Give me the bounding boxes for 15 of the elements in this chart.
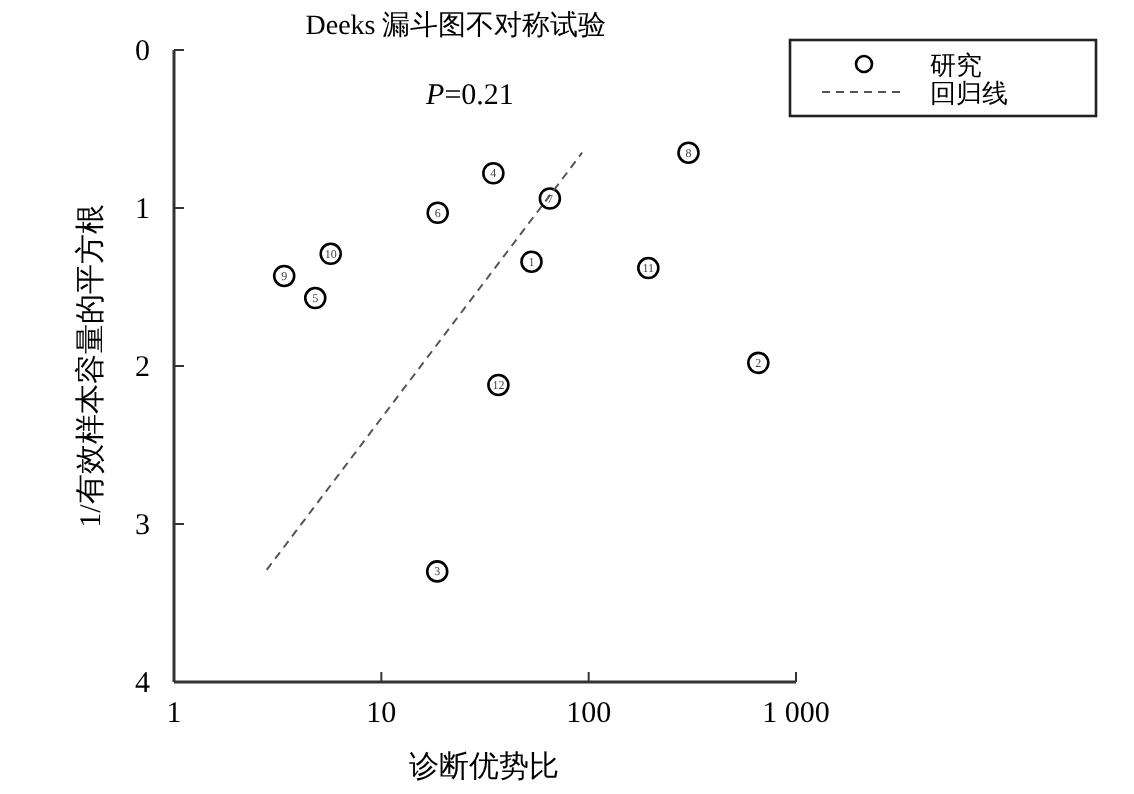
legend-label: 研究 [930, 52, 982, 82]
x-tick-label: 10 [366, 698, 397, 730]
x-axis-title: 诊断优势比 [409, 750, 559, 784]
text: P=0.21 [424, 80, 514, 112]
y-tick-label: 0 [135, 36, 150, 68]
legend-label: 回归线 [930, 80, 1008, 110]
x-tick-label: 100 [566, 698, 612, 730]
x-tick-label: 1 000 [762, 698, 830, 730]
x-tick-label: 1 [166, 698, 182, 730]
y-tick-label: 4 [135, 668, 151, 700]
y-tick-label: 1 [135, 194, 150, 226]
y-axis-title: 1/有效样本容量的平方根 [74, 204, 108, 528]
y-tick-label: 2 [135, 352, 150, 384]
y-tick-label: 3 [135, 510, 150, 542]
chart-title: Deeks 漏斗图不对称试验 [305, 10, 607, 42]
